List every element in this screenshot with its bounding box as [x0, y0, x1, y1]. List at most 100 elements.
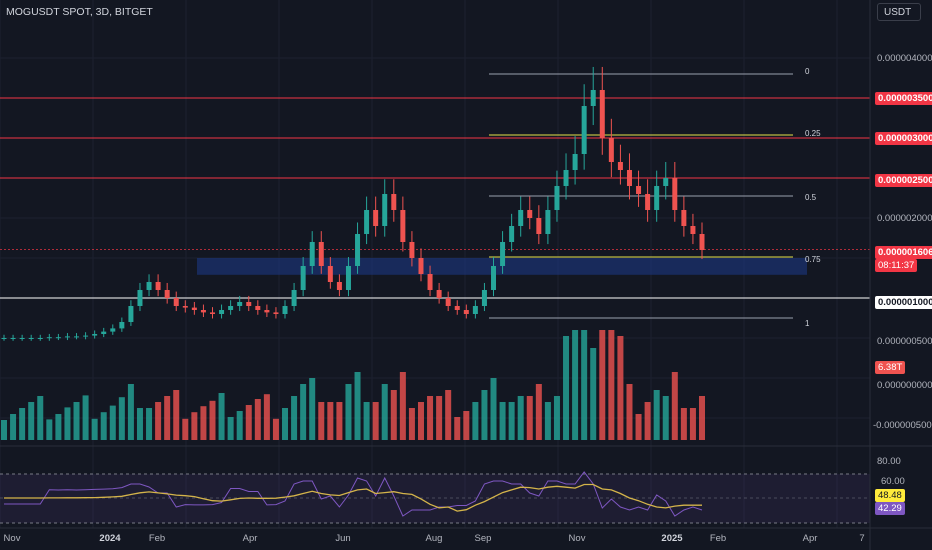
candle-body: [599, 90, 605, 138]
volume-bar: [173, 390, 180, 440]
volume-bar: [526, 396, 533, 440]
candle-body: [10, 338, 16, 339]
symbol-title[interactable]: MOGUSDT SPOT, 3D, BITGET: [6, 6, 153, 18]
candle-body: [282, 306, 288, 314]
volume-bar: [408, 408, 415, 440]
candle-body: [554, 186, 560, 210]
candle-body: [608, 138, 614, 162]
time-axis-label: Feb: [148, 533, 166, 544]
candle-body: [527, 210, 533, 218]
support-level-tag: 0.000001000: [875, 296, 932, 309]
candle-body: [246, 302, 252, 306]
candle-body: [1, 338, 7, 339]
candle-body: [654, 186, 660, 210]
candle-body: [472, 306, 478, 314]
volume-bar: [653, 390, 660, 440]
candle-body: [119, 322, 125, 329]
candle-body: [418, 258, 424, 274]
volume-bar: [454, 417, 461, 440]
time-axis-label: 2025: [661, 533, 683, 544]
candle-body: [318, 242, 324, 266]
candle-body: [291, 290, 297, 306]
candle-body: [137, 290, 143, 306]
rsi-ma-line: [4, 483, 702, 512]
volume-bar: [662, 396, 669, 440]
candle-body: [445, 298, 451, 306]
volume-bar: [118, 397, 125, 440]
volume-bar: [300, 384, 307, 440]
fib-label: 0.5: [805, 193, 817, 202]
volume-bar: [436, 396, 443, 440]
candle-body: [663, 178, 669, 186]
time-axis-label: 2024: [99, 533, 121, 544]
candle-body: [436, 290, 442, 298]
volume-bar: [327, 402, 334, 440]
volume-bar: [127, 384, 134, 440]
candle-body: [699, 234, 705, 250]
candle-body: [636, 186, 642, 194]
candle-body: [191, 307, 197, 310]
volume-bar: [590, 348, 597, 440]
candle-body: [219, 310, 225, 314]
time-axis-label: Feb: [709, 533, 727, 544]
rsi-value-tag: 42.29: [875, 502, 905, 515]
volume-bar: [626, 384, 633, 440]
candle-body: [37, 338, 43, 339]
volume-bar: [399, 372, 406, 440]
volume-bar: [372, 402, 379, 440]
candle-body: [101, 331, 107, 334]
candle-body: [545, 210, 551, 234]
candle-body: [300, 266, 306, 290]
candle-body: [491, 266, 497, 290]
last-price-tag: 0.000001606: [875, 246, 932, 259]
volume-bar: [28, 402, 35, 440]
time-axis-label: Nov: [568, 533, 586, 544]
candle-body: [209, 312, 215, 314]
candle-body: [581, 106, 587, 154]
candle-body: [200, 310, 206, 313]
candle-body: [454, 306, 460, 310]
candle-body: [590, 90, 596, 106]
candle-body: [681, 210, 687, 226]
price-axis-label: 0.000000500: [877, 336, 932, 347]
price-axis-label: 0.000000000: [877, 380, 932, 391]
volume-bar: [164, 396, 171, 440]
volume-bar: [563, 336, 570, 440]
volume-bar: [463, 411, 470, 440]
candle-body: [563, 170, 569, 186]
level-tag: 0.000003000: [875, 132, 932, 145]
volume-bar: [155, 402, 162, 440]
candle-body: [64, 336, 70, 338]
volume-bar: [336, 402, 343, 440]
currency-button[interactable]: USDT: [877, 3, 921, 21]
candle-body: [617, 162, 623, 170]
volume-bar: [517, 396, 524, 440]
volume-bar: [1, 420, 7, 440]
candle-body: [74, 336, 80, 338]
volume-bar: [227, 417, 234, 440]
volume-bar: [91, 418, 98, 440]
volume-bar: [10, 414, 17, 440]
candle-body: [690, 226, 696, 234]
fib-label: 0.25: [805, 129, 821, 138]
candle-body: [264, 310, 270, 313]
candle-body: [46, 337, 52, 339]
candle-body: [572, 154, 578, 170]
volume-bar: [209, 400, 216, 440]
level-tag: 0.000002500: [875, 174, 932, 187]
volume-bar: [109, 405, 116, 440]
candle-body: [255, 306, 261, 310]
volume-bar: [363, 402, 370, 440]
rsi-axis-label: 80.00: [877, 456, 901, 467]
candle-body: [164, 290, 170, 298]
candle-body: [481, 290, 487, 306]
volume-bar: [245, 405, 252, 440]
candle-body: [509, 226, 515, 242]
candle-body: [19, 338, 25, 339]
volume-bar: [417, 402, 424, 440]
volume-bar: [218, 393, 225, 440]
time-axis-label: Sep: [474, 533, 492, 544]
time-axis-label: Aug: [425, 533, 443, 544]
candle-body: [237, 302, 243, 306]
